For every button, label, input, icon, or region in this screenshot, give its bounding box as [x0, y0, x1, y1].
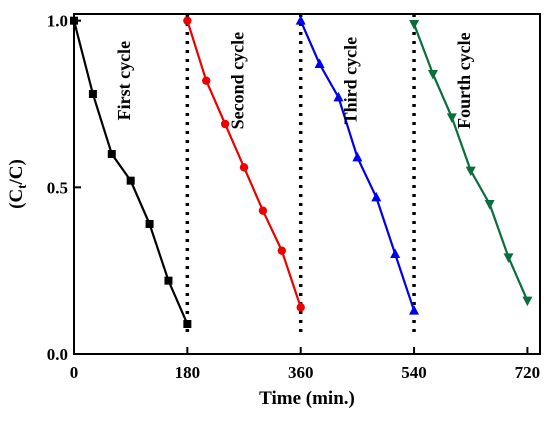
cycle-divider-layer	[185, 14, 416, 334]
data-point	[371, 191, 382, 202]
data-point	[352, 151, 363, 162]
series-layer	[70, 15, 533, 328]
data-point	[239, 163, 249, 172]
data-point	[145, 220, 154, 228]
cycle-label-layer: First cycle Second cycle Third cycle Fourth…	[114, 32, 474, 129]
series-group	[409, 20, 533, 307]
tick-layer: 0 180 360 540 720 0.0 0.5 1.0	[47, 12, 540, 382]
data-point	[503, 253, 514, 263]
series-group	[295, 15, 420, 315]
data-point	[258, 206, 268, 215]
data-point	[446, 113, 457, 123]
y-tick-label: 0.0	[47, 345, 68, 364]
x-tick-label: 540	[401, 363, 427, 382]
data-point	[465, 166, 476, 177]
data-point	[484, 200, 495, 210]
data-point	[333, 91, 344, 102]
y-tick-label: 1.0	[47, 12, 68, 31]
data-point	[409, 20, 420, 30]
y-axis-title-subscript: t	[14, 184, 29, 189]
cycle-label: Fourth cycle	[454, 32, 474, 128]
data-point	[409, 305, 420, 315]
data-point	[427, 70, 438, 80]
x-tick-label: 180	[175, 363, 201, 382]
data-point	[522, 296, 533, 307]
data-point	[164, 276, 173, 285]
x-tick-label: 0	[70, 363, 79, 382]
data-point	[202, 76, 211, 85]
cycle-label: First cycle	[114, 41, 134, 120]
data-point	[126, 176, 135, 185]
data-point	[183, 320, 192, 328]
series-group	[183, 16, 305, 312]
x-axis-title: Time (min.)	[259, 388, 355, 409]
data-point	[183, 16, 192, 25]
x-tick-label: 360	[288, 363, 314, 382]
y-axis-title-lead: (C	[6, 189, 27, 209]
data-point	[107, 150, 116, 158]
data-point	[88, 90, 97, 98]
data-point	[314, 58, 325, 68]
data-point	[295, 15, 306, 25]
cycle-label: Second cycle	[227, 32, 247, 129]
x-tick-label: 720	[515, 363, 541, 382]
data-point	[390, 248, 401, 258]
y-axis-title: (Ct/C)	[6, 159, 29, 209]
data-point	[296, 303, 305, 312]
plot-frame	[73, 13, 541, 355]
axes-layer	[73, 13, 541, 355]
cycle-label: Third cycle	[341, 37, 361, 125]
y-tick-label: 0.5	[47, 178, 68, 197]
data-point	[277, 246, 287, 255]
data-point	[220, 119, 230, 129]
y-axis-title-tail: /C)	[6, 159, 27, 185]
